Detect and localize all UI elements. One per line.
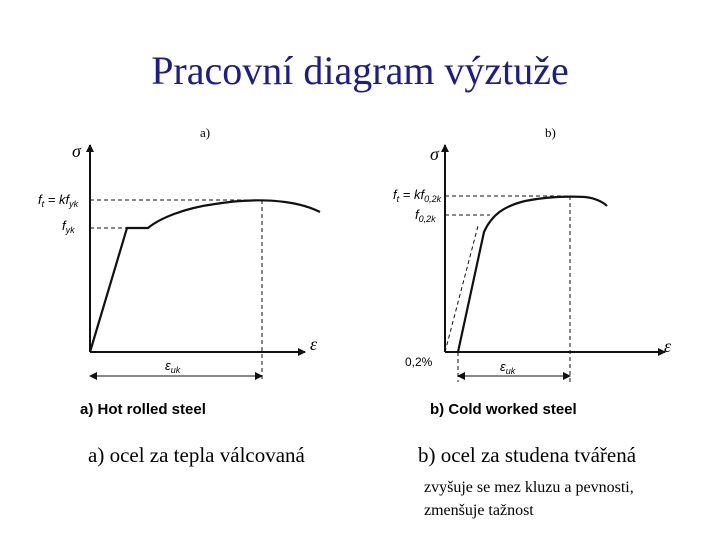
guide-lines xyxy=(90,199,263,382)
subscript: t xyxy=(397,194,400,204)
fy-label: f0,2k xyxy=(415,207,436,224)
label-part: = kf xyxy=(399,187,425,202)
label-part: ε xyxy=(165,358,171,373)
label-part: = kf xyxy=(44,192,70,207)
sigma-label: σ xyxy=(430,144,440,164)
label-part: f xyxy=(62,218,67,233)
slide-title: Pracovní diagram výztuže xyxy=(151,48,569,93)
label-part: f xyxy=(415,207,420,222)
diagram-a: a) σ ft = kfyk fyk ε εuk a) Hot rolled s… xyxy=(38,125,321,467)
stress-strain-curve xyxy=(456,195,608,353)
subscript: 0,2k xyxy=(424,194,442,204)
panel-tag: a) xyxy=(200,125,210,140)
guide-lines xyxy=(444,195,571,382)
panel-tag: b) xyxy=(545,125,556,140)
euk-label: εuk xyxy=(165,358,181,375)
subscript: uk xyxy=(171,365,181,375)
offset-label: 0,2% xyxy=(405,355,433,369)
epsilon-label: ε xyxy=(664,336,672,356)
label-part: ε xyxy=(500,359,506,374)
subscript: yk xyxy=(68,199,79,209)
subscript: uk xyxy=(506,366,516,376)
sigma-label: σ xyxy=(72,141,82,161)
stress-strain-curve xyxy=(88,199,321,353)
epsilon-label: ε xyxy=(310,334,318,354)
note-line: zmenšuje tažnost xyxy=(424,502,534,519)
label-part: f xyxy=(393,187,398,202)
label-part: f xyxy=(38,192,43,207)
diagram-b: b) σ ft = kf0,2k f0,2k 0,2% ε εuk b) Col… xyxy=(393,125,672,519)
subscript: 0,2k xyxy=(419,214,437,224)
fy-label: fyk xyxy=(62,218,75,235)
ft-label: ft = kfyk xyxy=(38,192,79,209)
caption: a) ocel za tepla válcovaná xyxy=(88,443,306,467)
subscript: yk xyxy=(65,225,76,235)
figure-caption: a) Hot rolled steel xyxy=(80,401,206,418)
ft-label: ft = kf0,2k xyxy=(393,187,442,204)
figure-caption: b) Cold worked steel xyxy=(430,401,577,418)
note-line: zvyšuje se mez kluzu a pevnosti, xyxy=(424,479,634,496)
euk-label: εuk xyxy=(500,359,516,376)
subscript: t xyxy=(42,199,45,209)
caption: b) ocel za studena tvářená xyxy=(418,443,637,467)
